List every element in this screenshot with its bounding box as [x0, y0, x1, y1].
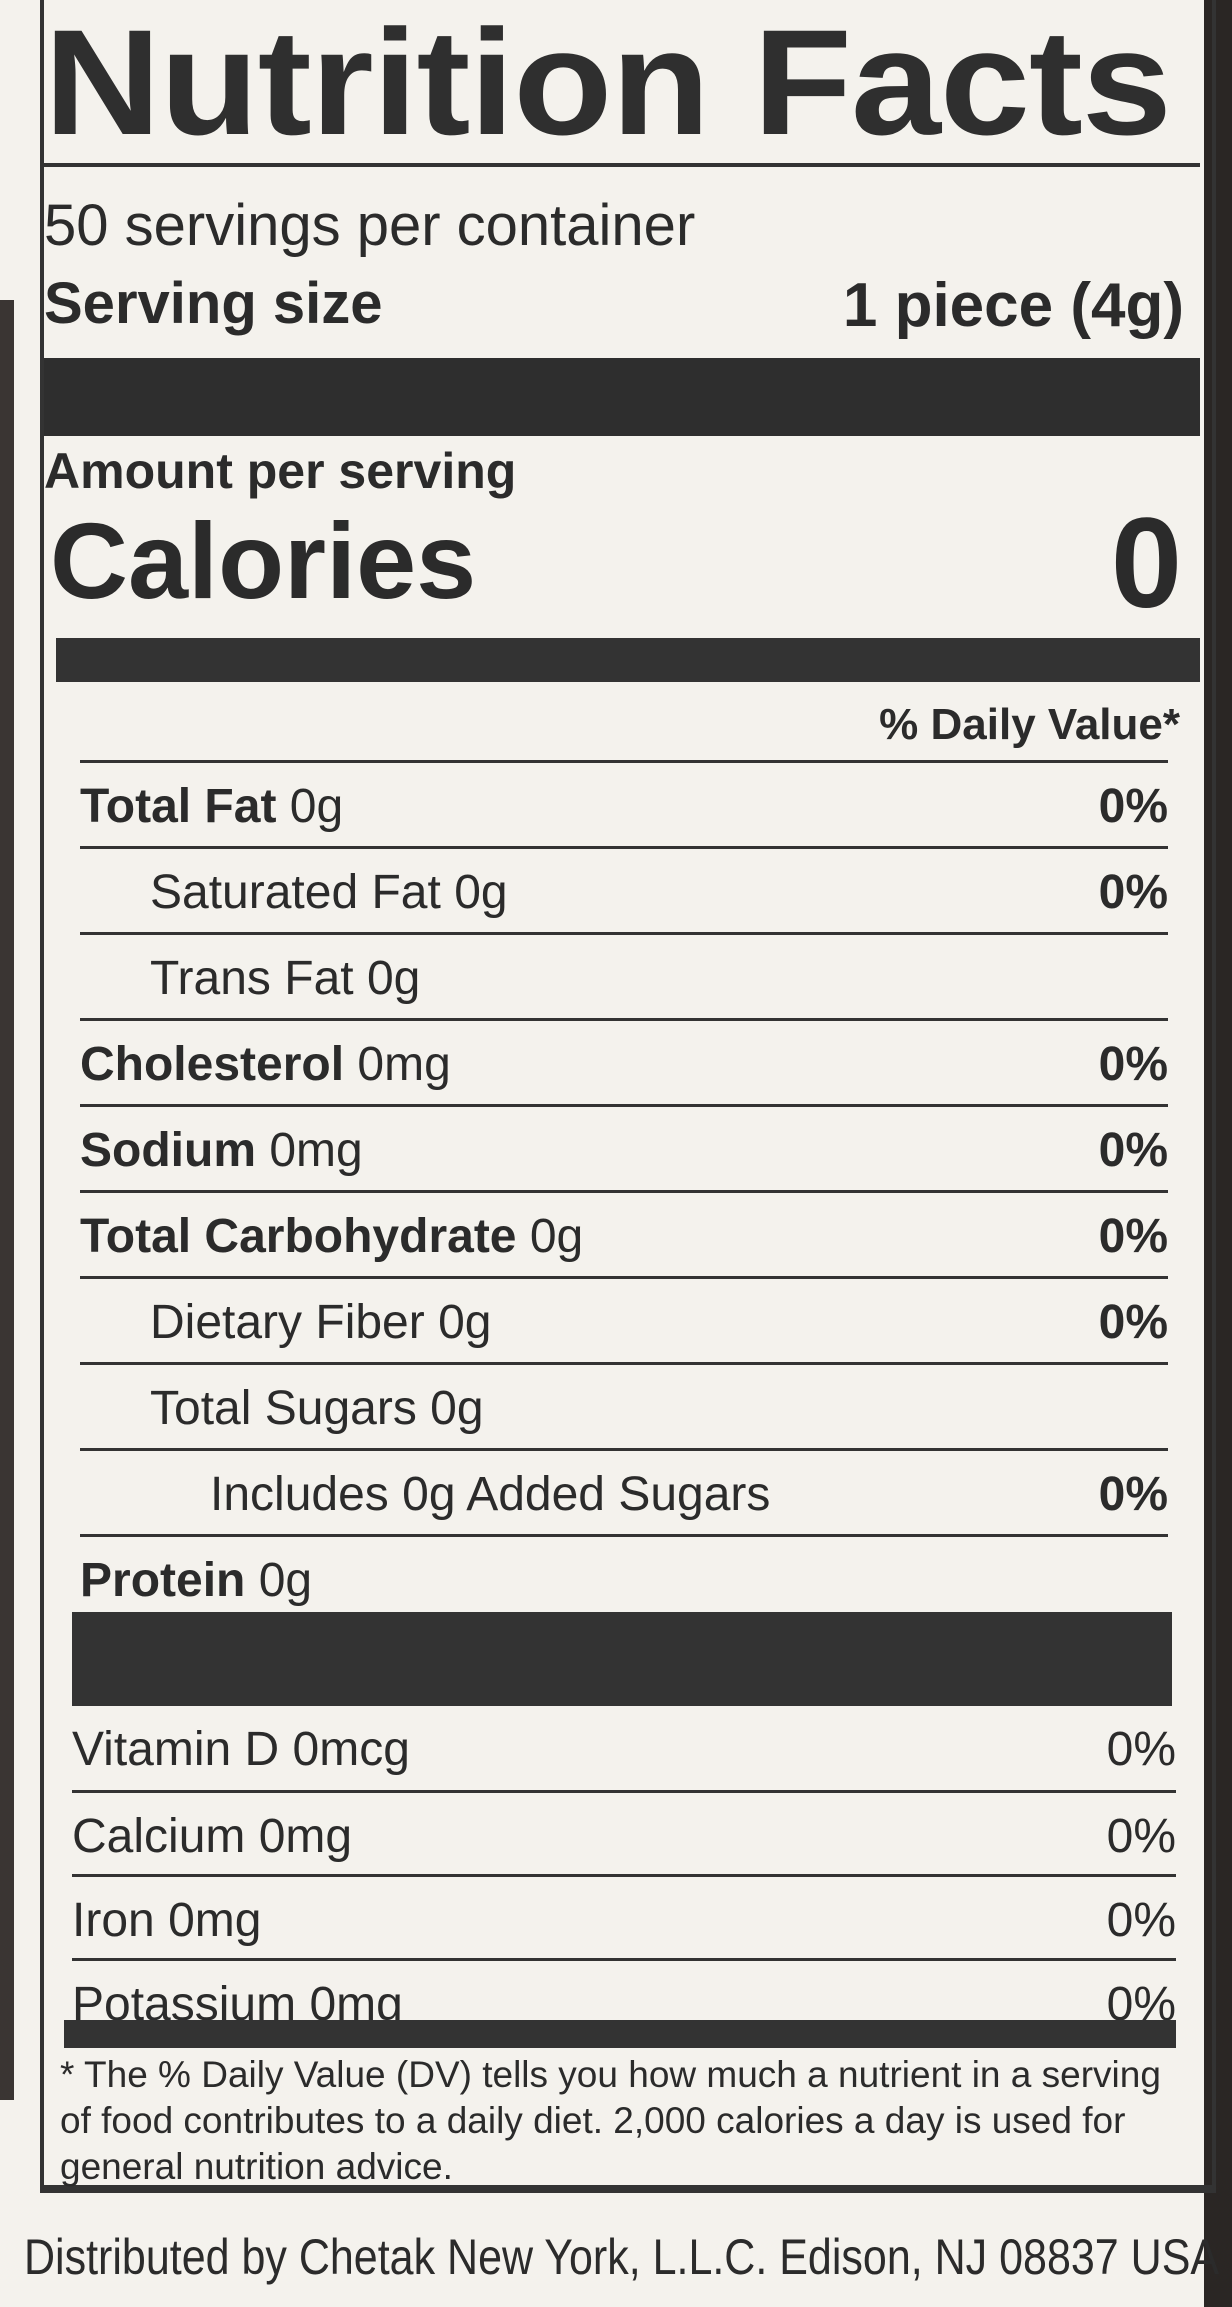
nutrient-row: Sodium 0mg 0% [80, 1104, 1168, 1193]
thick-divider [44, 358, 1200, 436]
vitamin-amount: 0mcg [292, 1722, 410, 1776]
vitamin-daily-value: 0% [1106, 1809, 1176, 1863]
nutrition-facts-panel [40, 0, 1216, 2193]
nutrient-amount: 0g [289, 779, 344, 833]
daily-value-header: % Daily Value* [879, 700, 1180, 749]
nutrient-name: Saturated Fat [150, 865, 441, 919]
divider [44, 163, 1200, 167]
nutrient-name: Total Fat [80, 779, 277, 833]
package-edge [0, 300, 14, 2100]
nutrient-daily-value: 0% [1098, 1123, 1168, 1177]
nutrient-label: Saturated Fat 0g [80, 865, 508, 920]
nutrient-name: Cholesterol [80, 1037, 345, 1091]
serving-size-value: 1 piece (4g) [842, 271, 1184, 340]
nutrient-row: Cholesterol 0mg 0% [80, 1018, 1168, 1107]
nutrient-amount: 0mg [357, 1037, 451, 1091]
nutrient-amount: 0g [258, 1553, 313, 1607]
nutrient-amount: 0g [430, 1381, 484, 1435]
vitamin-amount: 0mg [258, 1809, 353, 1863]
medium-divider [64, 2020, 1176, 2048]
nutrient-name: Protein [80, 1553, 246, 1607]
nutrient-name: Total Carbohydrate [80, 1209, 517, 1263]
calories-label: Calories [50, 500, 477, 621]
nutrient-label: Cholesterol 0mg [80, 1037, 451, 1092]
vitamin-amount: 0mg [168, 1893, 262, 1947]
nutrient-name: Dietary Fiber [150, 1295, 425, 1349]
nutrient-row: Dietary Fiber 0g 0% [80, 1276, 1168, 1365]
vitamin-label: Iron 0mg [72, 1893, 261, 1948]
nutrient-name: Total Sugars [150, 1381, 417, 1435]
distributor-info: Distributed by Chetak New York, L.L.C. E… [24, 2229, 1220, 2285]
servings-per-container: 50 servings per container [44, 193, 696, 258]
nutrient-label: Trans Fat 0g [80, 951, 420, 1006]
vitamin-name: Iron [72, 1893, 155, 1947]
panel-title: Nutrition Facts [44, 0, 1172, 166]
vitamin-row: Iron 0mg 0% [72, 1874, 1176, 1963]
nutrient-name: Includes 0g Added Sugars [210, 1467, 771, 1521]
nutrient-amount: 0g [438, 1295, 492, 1349]
nutrient-row: Total Sugars 0g [80, 1362, 1168, 1451]
nutrient-amount: 0g [529, 1209, 584, 1263]
nutrient-name: Trans Fat [150, 951, 354, 1005]
nutrient-label: Total Sugars 0g [80, 1381, 484, 1436]
nutrient-amount: 0mg [269, 1123, 363, 1177]
nutrient-row: Total Fat 0g 0% [80, 760, 1168, 849]
amount-per-serving: Amount per serving [44, 443, 517, 499]
vitamin-label: Calcium 0mg [72, 1809, 352, 1864]
nutrient-label: Total Fat 0g [80, 779, 343, 834]
nutrient-row: Includes 0g Added Sugars 0% [80, 1448, 1168, 1537]
nutrient-amount: 0g [366, 951, 421, 1005]
thick-divider [72, 1612, 1172, 1706]
medium-divider [56, 638, 1200, 682]
nutrient-daily-value: 0% [1098, 1295, 1168, 1349]
daily-value-footnote: * The % Daily Value (DV) tells you how m… [60, 2054, 1161, 2187]
nutrient-label: Total Carbohydrate 0g [80, 1209, 583, 1264]
nutrient-daily-value: 0% [1098, 865, 1168, 919]
nutrient-row: Total Carbohydrate 0g 0% [80, 1190, 1168, 1279]
nutrient-daily-value: 0% [1098, 1037, 1168, 1091]
nutrient-label: Includes 0g Added Sugars [80, 1467, 770, 1522]
vitamin-name: Calcium [72, 1809, 246, 1863]
calories-value: 0 [1110, 492, 1182, 635]
package-edge [1204, 0, 1232, 2307]
nutrient-row: Saturated Fat 0g 0% [80, 846, 1168, 935]
nutrient-daily-value: 0% [1098, 1209, 1168, 1263]
vitamin-daily-value: 0% [1106, 1722, 1176, 1776]
nutrient-row: Protein 0g [80, 1534, 1168, 1623]
vitamin-name: Vitamin D [72, 1722, 280, 1776]
nutrient-label: Sodium 0mg [80, 1123, 363, 1178]
vitamin-daily-value: 0% [1106, 1893, 1176, 1947]
nutrient-row: Trans Fat 0g [80, 932, 1168, 1021]
vitamin-label: Vitamin D 0mcg [72, 1722, 410, 1777]
vitamin-row: Calcium 0mg 0% [72, 1790, 1176, 1879]
serving-size-label: Serving size [44, 271, 383, 336]
nutrient-daily-value: 0% [1098, 1467, 1168, 1521]
nutrient-label: Dietary Fiber 0g [80, 1295, 491, 1350]
nutrient-label: Protein 0g [80, 1553, 312, 1608]
nutrient-daily-value: 0% [1098, 779, 1168, 833]
vitamin-row: Vitamin D 0mcg 0% [72, 1706, 1176, 1792]
nutrient-amount: 0g [454, 865, 508, 919]
nutrient-name: Sodium [80, 1123, 256, 1177]
